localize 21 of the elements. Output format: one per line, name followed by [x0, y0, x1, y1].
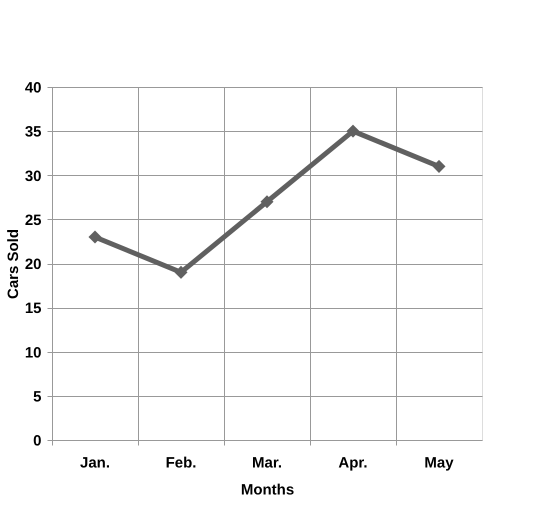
point — [88, 230, 102, 244]
y-axis-title: Cars Sold — [4, 228, 22, 300]
y-tick-label: 30 — [24, 168, 42, 185]
y-tick-label: 0 — [33, 432, 42, 450]
x-tick-label: Jan. — [80, 454, 110, 472]
y-tick-label: 10 — [24, 344, 42, 362]
y-tick-label: 20 — [24, 256, 42, 273]
y-tick-label: 35 — [24, 124, 42, 141]
x-tick-label: Apr. — [338, 454, 368, 472]
y-tick-label: 25 — [24, 212, 42, 229]
y-tick-label: 5 — [33, 388, 42, 406]
x-axis-title: Months — [240, 482, 294, 498]
point — [346, 124, 360, 138]
point — [260, 195, 274, 208]
point — [432, 160, 446, 173]
y-tick-label: 15 — [24, 300, 42, 318]
x-tick-label: May — [424, 454, 454, 472]
x-tick-label: Mar. — [252, 454, 282, 472]
point — [174, 266, 188, 279]
x-tick-label: Feb. — [166, 454, 196, 472]
y-tick-label: 40 — [24, 80, 42, 96]
